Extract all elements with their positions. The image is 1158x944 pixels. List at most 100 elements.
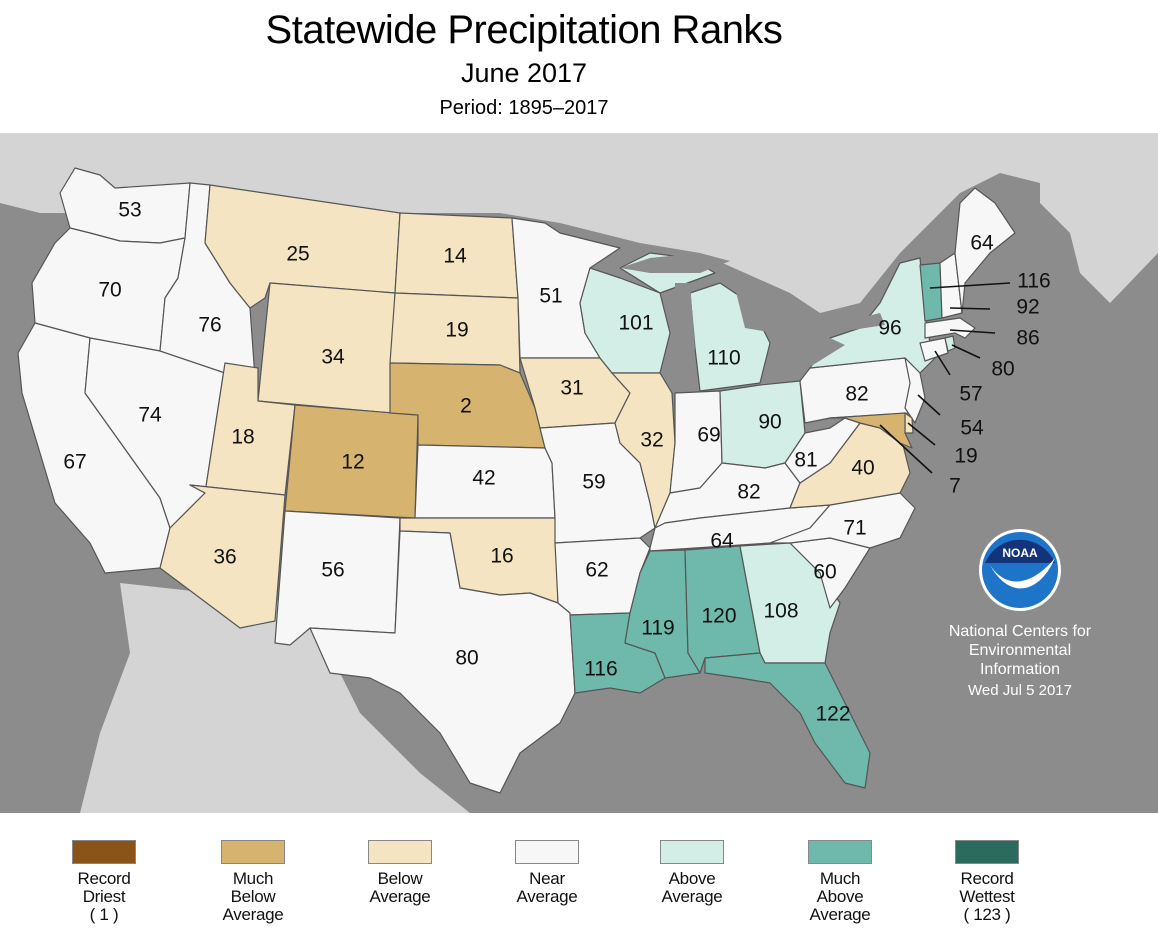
rank-label-oh: 90 bbox=[758, 411, 781, 434]
lake-superior bbox=[620, 253, 730, 273]
legend-text: Record bbox=[77, 869, 131, 888]
rank-label-nh: 92 bbox=[1016, 296, 1039, 319]
credit-line-3: Information bbox=[980, 661, 1060, 678]
legend-item-much-above: Much Above Average bbox=[775, 840, 905, 924]
legend-label: Above Average bbox=[627, 870, 757, 906]
rank-label-ma: 86 bbox=[1016, 327, 1039, 350]
rank-label-nc: 71 bbox=[843, 517, 866, 540]
legend-text: Record bbox=[960, 869, 1014, 888]
rank-label-pa: 82 bbox=[845, 383, 868, 406]
rank-label-ct: 57 bbox=[959, 383, 982, 406]
legend-item-much-below: Much Below Average bbox=[188, 840, 318, 924]
legend-text: Below bbox=[377, 869, 423, 888]
map-title: Statewide Precipitation Ranks bbox=[265, 8, 783, 52]
legend-item-below: Below Average bbox=[335, 840, 465, 906]
rank-label-me: 64 bbox=[970, 232, 994, 255]
lake-huron bbox=[735, 288, 775, 333]
credit-date: Wed Jul 5 2017 bbox=[968, 682, 1072, 699]
rank-label-nv: 74 bbox=[138, 404, 162, 427]
us-map: 53 70 67 74 76 25 34 18 36 12 56 14 19 2… bbox=[0, 133, 1158, 813]
state-tx bbox=[309, 530, 576, 794]
legend-text: Average bbox=[516, 887, 578, 906]
legend-text: Driest bbox=[82, 887, 126, 906]
rank-label-wv: 81 bbox=[794, 449, 817, 472]
noaa-logo-text: NOAA bbox=[1002, 546, 1038, 560]
legend-text: Near bbox=[529, 869, 565, 888]
rank-label-az: 36 bbox=[213, 546, 236, 569]
rank-labels: 53 70 67 74 76 25 34 18 36 12 56 14 19 2… bbox=[63, 199, 1050, 726]
rank-label-sc: 60 bbox=[813, 561, 836, 584]
mexico-land bbox=[80, 583, 470, 813]
state-me bbox=[954, 187, 1016, 314]
legend-swatch bbox=[660, 840, 724, 864]
leader-nh bbox=[949, 307, 991, 310]
rank-label-la: 116 bbox=[584, 658, 617, 681]
legend-item-near: Near Average bbox=[482, 840, 612, 906]
legend-swatch bbox=[72, 840, 136, 864]
leader-lines bbox=[879, 282, 1011, 474]
rank-label-vt: 116 bbox=[1017, 270, 1050, 293]
lake-ontario bbox=[840, 313, 885, 331]
credit-line-2: Environmental bbox=[969, 642, 1071, 659]
legend-swatch bbox=[808, 840, 872, 864]
state-fl bbox=[704, 652, 871, 789]
map-subtitle: June 2017 bbox=[460, 58, 588, 88]
lake-michigan bbox=[672, 283, 695, 378]
lake-erie bbox=[775, 338, 845, 373]
rank-label-ny: 96 bbox=[878, 317, 901, 340]
rank-label-sd: 19 bbox=[445, 319, 468, 342]
legend-text: Above bbox=[668, 869, 716, 888]
legend-label: Record Wettest ( 123 ) bbox=[922, 870, 1052, 924]
rank-label-ne: 2 bbox=[460, 395, 472, 418]
legend-text: Average bbox=[222, 905, 284, 924]
legend-text: Average bbox=[809, 905, 871, 924]
legend-label: Below Average bbox=[335, 870, 465, 906]
credit-line-1: National Centers for bbox=[949, 623, 1092, 640]
leader-vt bbox=[929, 282, 1011, 289]
legend-label: Much Above Average bbox=[775, 870, 905, 924]
rank-label-ia: 31 bbox=[560, 377, 583, 400]
state-ma bbox=[924, 317, 976, 339]
rank-label-mo: 59 bbox=[582, 471, 605, 494]
legend-text: Much bbox=[232, 869, 274, 888]
legend-item-record-driest: Record Driest ( 1 ) bbox=[39, 840, 169, 924]
state-az bbox=[159, 484, 286, 629]
rank-label-nm: 56 bbox=[321, 559, 344, 582]
leader-md bbox=[879, 424, 933, 474]
rank-label-ut: 18 bbox=[231, 426, 254, 449]
rank-label-mi: 110 bbox=[707, 347, 740, 370]
map-area: 53 70 67 74 76 25 34 18 36 12 56 14 19 2… bbox=[0, 133, 1158, 813]
state-nc bbox=[769, 492, 916, 549]
rank-label-ga: 108 bbox=[763, 600, 798, 623]
legend-text: ( 1 ) bbox=[89, 905, 119, 924]
legend-label: Near Average bbox=[482, 870, 612, 906]
rank-label-ri: 80 bbox=[991, 358, 1014, 381]
states-layer bbox=[17, 167, 1016, 794]
rank-label-in: 69 bbox=[697, 424, 720, 447]
legend-text: Above bbox=[816, 887, 864, 906]
legend-item-above: Above Average bbox=[627, 840, 757, 906]
rank-label-nd: 14 bbox=[443, 245, 467, 268]
legend-item-record-wettest: Record Wettest ( 123 ) bbox=[922, 840, 1052, 924]
legend: Record Driest ( 1 ) Much Below Average B… bbox=[0, 826, 1158, 944]
rank-label-mt: 25 bbox=[286, 243, 309, 266]
leader-ri bbox=[951, 344, 981, 359]
rank-label-wy: 34 bbox=[321, 346, 345, 369]
great-lakes bbox=[620, 253, 885, 378]
leader-nj bbox=[917, 394, 941, 416]
legend-swatch bbox=[515, 840, 579, 864]
legend-swatch bbox=[368, 840, 432, 864]
legend-swatch bbox=[221, 840, 285, 864]
state-nj bbox=[904, 357, 926, 424]
rank-label-al: 120 bbox=[701, 605, 736, 628]
rank-label-nj: 54 bbox=[960, 417, 984, 440]
legend-text: Below bbox=[230, 887, 276, 906]
rank-label-tn: 64 bbox=[710, 530, 734, 553]
rank-label-ks: 42 bbox=[472, 467, 495, 490]
legend-label: Record Driest ( 1 ) bbox=[39, 870, 169, 924]
rank-label-ms: 119 bbox=[641, 617, 674, 640]
leader-ma bbox=[949, 329, 996, 334]
noaa-logo-top bbox=[985, 539, 1055, 563]
legend-text: Average bbox=[661, 887, 723, 906]
rank-label-wa: 53 bbox=[118, 199, 141, 222]
